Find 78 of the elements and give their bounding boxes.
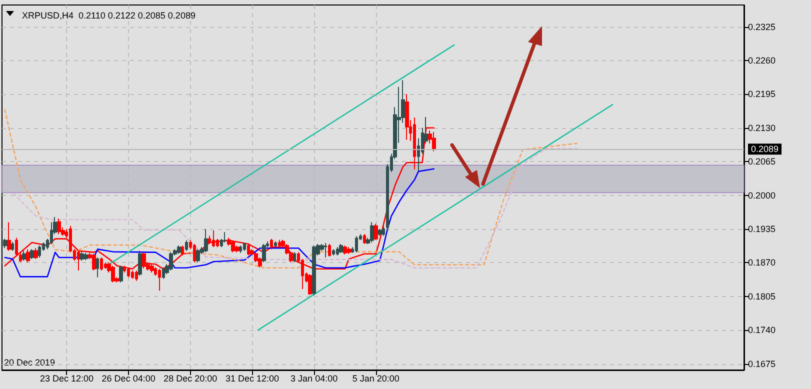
candlestick	[278, 239, 281, 248]
x-tick-label: 31 Dec 12:00	[225, 374, 280, 384]
candlestick	[169, 252, 173, 271]
candlestick	[347, 246, 351, 254]
candlestick	[181, 245, 184, 256]
candlestick	[308, 274, 312, 296]
x-tick-label: 5 Jan 20:00	[352, 374, 400, 384]
candlestick	[247, 244, 250, 256]
candlestick	[26, 248, 30, 263]
y-tick-label: 0.1675	[748, 358, 776, 369]
candlestick	[15, 237, 18, 256]
line-series	[4, 148, 578, 269]
candlestick	[363, 234, 366, 245]
candlestick	[243, 242, 246, 252]
candlestick	[258, 256, 262, 268]
line-series	[4, 168, 435, 278]
candlestick	[138, 250, 142, 276]
x-tick-label: 3 Jan 04:00	[290, 374, 338, 384]
y-tick-label: 0.1870	[748, 258, 776, 268]
candlestick	[193, 244, 196, 263]
candlestick	[270, 238, 273, 250]
candlestick	[262, 244, 266, 263]
candlestick	[274, 240, 277, 248]
y-tick-label: 0.1740	[748, 325, 776, 336]
candlestick	[355, 236, 358, 253]
y-tick-label: 0.2260	[748, 55, 776, 66]
candlestick	[38, 245, 41, 258]
candlestick	[84, 252, 88, 261]
candlestick	[177, 245, 181, 254]
candlestick	[11, 241, 14, 252]
candlestick	[162, 266, 165, 280]
candlestick	[7, 222, 11, 252]
candlestick	[119, 265, 123, 283]
candlestick	[204, 228, 208, 253]
y-tick-label: 0.2195	[748, 89, 776, 100]
candlestick	[328, 244, 331, 257]
candlestick	[293, 252, 296, 263]
candlestick	[80, 251, 84, 262]
candlestick	[312, 245, 316, 296]
text: XRPUSD,H4 0.2110 0.2122 0.2085 0.2089	[22, 10, 196, 20]
candlestick	[239, 245, 242, 254]
line-series	[4, 109, 578, 269]
y-tick-label: 0.2325	[748, 22, 776, 32]
candlestick	[223, 232, 227, 243]
candlestick	[30, 248, 34, 260]
candlestick	[370, 222, 374, 243]
y-tick-label: 0.1805	[748, 291, 776, 302]
candlestick	[111, 265, 115, 283]
candlestick	[432, 132, 436, 152]
y-tick-label: 0.2130	[748, 122, 776, 133]
ref-line-label: 0.2089	[751, 144, 779, 154]
candlestick	[212, 230, 215, 248]
candlestick	[185, 240, 188, 252]
candlestick	[343, 245, 347, 255]
y-tick-label: 0.2065	[748, 156, 776, 167]
candlestick	[378, 228, 382, 236]
candlestick	[19, 252, 22, 263]
candlestick	[135, 270, 138, 282]
candlestick	[374, 223, 378, 240]
candlestick	[382, 225, 385, 236]
candlestick	[3, 238, 7, 249]
candlestick	[196, 248, 200, 263]
candlestick	[22, 250, 26, 262]
candlestick	[324, 242, 327, 258]
x-tick-label: 28 Dec 20:00	[164, 374, 218, 384]
candlestick	[339, 244, 343, 254]
y-tick-label: 0.1935	[748, 224, 776, 234]
candlestick	[96, 256, 99, 278]
candlestick	[100, 256, 103, 271]
candlestick	[332, 248, 335, 256]
x-tick-label: 23 Dec 12:00	[40, 374, 94, 384]
candlestick	[336, 246, 339, 256]
candlestick	[57, 218, 61, 235]
candlestick	[405, 94, 409, 140]
x-tick-label: 26 Dec 04:00	[102, 374, 156, 384]
y-tick-label: 0.2000	[748, 190, 776, 200]
candlestick	[231, 240, 235, 253]
candlestick	[34, 248, 38, 260]
